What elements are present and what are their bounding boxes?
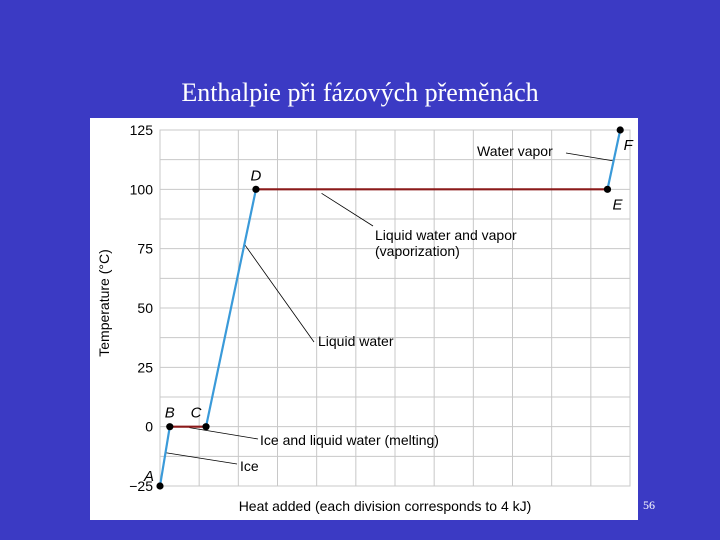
annotation-label: Ice [240,458,259,474]
y-tick-label: 50 [137,300,153,316]
annotation-leader [165,452,238,465]
x-axis-label: Heat added (each division corresponds to… [239,498,532,514]
curve-segment-CD [204,189,258,427]
point-label-B: B [165,405,175,422]
annotation-label: Liquid water and vapor (vaporization) [375,227,517,259]
plot-frame [159,129,631,487]
chart-annotations: Water vapor Liquid water and vapor (vapori… [165,143,614,474]
annotation-leader [565,152,614,162]
point-E [603,185,612,193]
annotation-label: Liquid water [318,333,394,349]
point-label-F: F [624,137,634,154]
chart-axes: 125 100 75 50 25 0 −25 [129,122,153,494]
point-label-A: A [143,468,154,485]
chart-series [158,129,622,487]
page-number: 56 [643,498,655,512]
point-label-E: E [612,196,623,213]
annotation-label: Ice and liquid water (melting) [260,432,439,448]
y-tick-label: 100 [130,181,154,197]
y-tick-label: −25 [129,478,153,494]
chart-panel: 125 100 75 50 25 0 −25 Water vapor Liquid water… [90,118,638,520]
curve-segment-AB [158,426,171,487]
heating-curve-chart: 125 100 75 50 25 0 −25 Water vapor Liquid water… [96,122,634,514]
point-label-C: C [191,405,202,422]
y-tick-label: 25 [137,359,153,375]
y-tick-label: 125 [130,122,154,138]
point-A [156,482,164,490]
y-axis-label: Temperature (°C) [96,249,112,357]
point-D [252,185,260,193]
annotation-leader [243,243,315,343]
chart-points: A B C D E F [143,126,634,490]
curve-segment-EF [606,129,622,190]
y-tick-label: 0 [145,419,153,435]
slide-title: Enthalpie při fázových přeměnách [181,78,539,107]
point-label-D: D [251,167,262,184]
annotation-leader [189,427,259,440]
annotation-label: Water vapor [477,143,553,159]
point-C [202,423,210,431]
annotation-leader [321,192,374,227]
point-B [166,423,174,431]
point-F [616,126,624,134]
y-tick-label: 75 [137,241,153,257]
